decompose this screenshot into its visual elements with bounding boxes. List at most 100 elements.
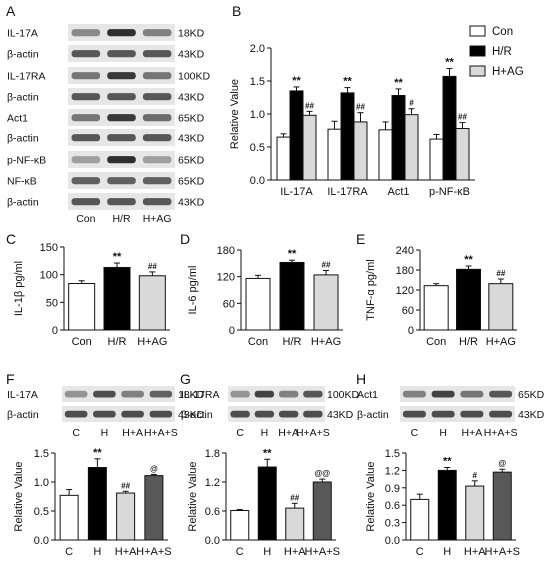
significance-mark: ** bbox=[443, 456, 452, 468]
bar bbox=[257, 466, 277, 541]
blot-lane-label: H bbox=[101, 427, 109, 439]
bar bbox=[404, 114, 419, 181]
blot-label: IL-17A bbox=[7, 28, 38, 40]
blot-band bbox=[402, 390, 426, 398]
significance-mark: ## bbox=[496, 269, 505, 278]
x-tick-label: IL-17A bbox=[280, 186, 313, 198]
blot-band bbox=[402, 410, 426, 418]
panel-letter-a: A bbox=[6, 3, 16, 19]
panel-letter-h: H bbox=[356, 371, 366, 387]
x-tick-label: H+A bbox=[284, 546, 306, 558]
y-tick-label: 0.0 bbox=[250, 175, 265, 187]
significance-mark: ## bbox=[458, 113, 467, 122]
x-tick-label: H bbox=[93, 546, 101, 558]
y-tick-label: 0.3 bbox=[385, 518, 400, 530]
bar bbox=[429, 138, 444, 181]
panel-letter-e: E bbox=[356, 231, 365, 247]
bar bbox=[279, 261, 305, 331]
blot-kd-label: 65KD bbox=[178, 176, 205, 188]
blot-band bbox=[71, 72, 101, 80]
y-tick-label: 120 bbox=[217, 272, 235, 284]
blot-band bbox=[230, 390, 250, 398]
y-tick-label: 1.2 bbox=[385, 465, 400, 477]
blot-band bbox=[142, 134, 172, 142]
blot-strip bbox=[400, 386, 515, 402]
blot-band bbox=[71, 93, 101, 101]
y-tick-label: 0.0 bbox=[205, 535, 220, 547]
significance-mark: ** bbox=[93, 447, 102, 459]
blot-lane-label: H bbox=[439, 427, 447, 439]
x-tick-label: H bbox=[443, 546, 451, 558]
blot-kd-label: 65KD bbox=[178, 155, 205, 167]
blot-label: β-actin bbox=[7, 92, 39, 104]
bar bbox=[423, 285, 449, 331]
blot-kd-label: 65KD bbox=[518, 389, 545, 401]
y-tick-label: 2.0 bbox=[250, 43, 265, 55]
blot-label: IL-17RA bbox=[181, 389, 220, 401]
bar bbox=[230, 510, 250, 541]
legend-swatch bbox=[469, 45, 486, 57]
blot-band bbox=[107, 156, 136, 164]
blot-band bbox=[230, 410, 250, 418]
y-tick-label: 240 bbox=[396, 245, 414, 257]
bar bbox=[353, 121, 368, 181]
x-tick-label: Act1 bbox=[387, 186, 409, 198]
bar bbox=[285, 507, 305, 541]
blot-band bbox=[142, 72, 172, 80]
blot-band bbox=[254, 410, 275, 418]
blot-strip bbox=[228, 386, 325, 402]
blot-band bbox=[71, 50, 101, 58]
x-tick-label: C bbox=[236, 546, 244, 558]
x-tick-label: p-NF-κB bbox=[429, 186, 470, 198]
bar bbox=[144, 475, 164, 541]
blot-band bbox=[142, 29, 172, 37]
blot-band bbox=[121, 410, 144, 418]
y-axis-label: IL-6 pg/ml bbox=[187, 266, 199, 315]
bar bbox=[68, 283, 96, 331]
y-tick-label: 180 bbox=[217, 245, 235, 257]
blot-band bbox=[71, 177, 101, 185]
x-tick-label: H+A+S bbox=[136, 546, 171, 558]
y-axis-label: Relative Value bbox=[13, 461, 25, 531]
y-tick-label: 1.0 bbox=[250, 109, 265, 121]
blot-band bbox=[278, 390, 299, 398]
y-tick-label: 180 bbox=[396, 265, 414, 277]
y-tick-label: 120 bbox=[396, 285, 414, 297]
blot-band bbox=[303, 410, 323, 418]
blot-lane-label: H+A bbox=[278, 427, 299, 439]
blot-band bbox=[107, 93, 136, 101]
x-tick-label: H+A+S bbox=[485, 546, 520, 558]
significance-mark: ## bbox=[148, 262, 157, 271]
blot-label: β-actin bbox=[357, 409, 389, 421]
blot-band bbox=[460, 410, 484, 418]
blot-band bbox=[71, 198, 101, 206]
blot-lane-label: H+A+S bbox=[144, 427, 178, 439]
blot-lane-label: H+A+S bbox=[296, 427, 330, 439]
blot-strip bbox=[62, 406, 175, 422]
bar bbox=[312, 481, 332, 541]
blot-kd-label: 43KD bbox=[178, 92, 205, 104]
y-tick-label: 0 bbox=[408, 325, 414, 337]
x-tick-label: H/R bbox=[459, 336, 478, 348]
y-tick-label: 0.5 bbox=[34, 506, 49, 518]
blot-band bbox=[71, 29, 101, 37]
blot-band bbox=[107, 198, 136, 206]
significance-mark: ** bbox=[445, 56, 454, 68]
blot-label: IL-17RA bbox=[7, 71, 46, 83]
blot-band bbox=[142, 156, 172, 164]
blot-kd-label: 43KD bbox=[178, 197, 205, 209]
bar bbox=[59, 494, 79, 541]
y-axis-label: IL-1β pg/ml bbox=[13, 261, 25, 316]
x-tick-label: IL-17RA bbox=[327, 186, 368, 198]
blot-band bbox=[303, 390, 323, 398]
bar bbox=[410, 498, 430, 541]
blot-lane-label: Con bbox=[76, 213, 95, 225]
bar bbox=[289, 90, 304, 181]
x-tick-label: Con bbox=[426, 336, 446, 348]
bar bbox=[245, 277, 271, 331]
significance-mark: @ bbox=[150, 464, 158, 473]
panel-letter-c: C bbox=[6, 231, 16, 247]
significance-mark: ## bbox=[121, 481, 130, 490]
blot-strip bbox=[228, 406, 325, 422]
